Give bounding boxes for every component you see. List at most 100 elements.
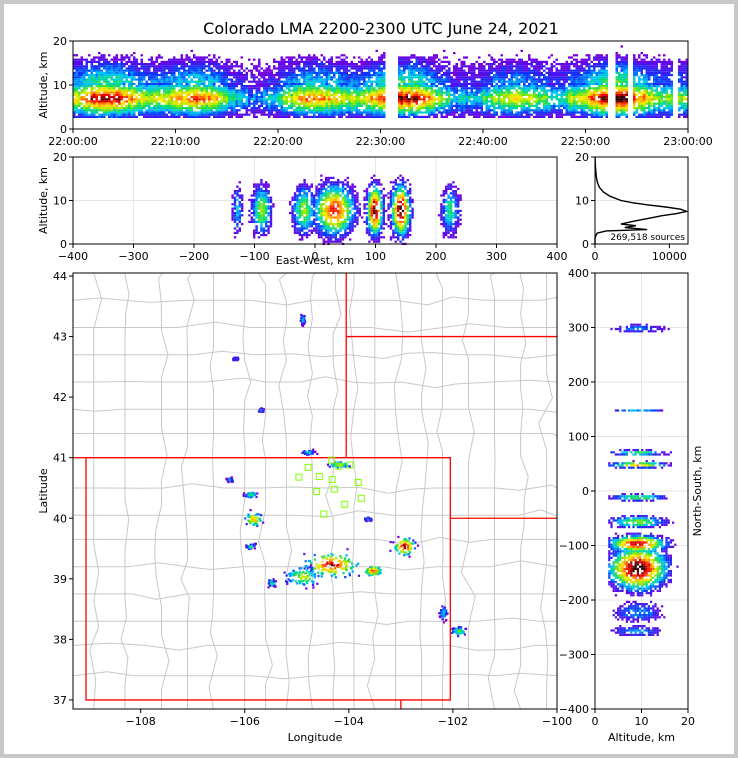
time-height-cell <box>328 115 331 118</box>
time-height-cell <box>445 78 448 81</box>
time-height-cell <box>478 65 481 68</box>
time-height-cell <box>570 107 573 110</box>
time-height-cell <box>178 58 181 61</box>
time-height-cell <box>525 76 528 79</box>
time-height-cell <box>108 96 111 99</box>
time-height-cell <box>210 111 213 114</box>
time-height-cell <box>350 113 353 116</box>
time-height-cell <box>585 71 588 74</box>
time-height-cell <box>240 76 243 79</box>
time-height-cell <box>330 69 333 72</box>
time-height-cell <box>555 98 558 101</box>
time-height-cell <box>515 89 518 92</box>
time-height-cell <box>428 63 431 66</box>
time-height-cell <box>373 111 376 114</box>
time-height-cell <box>110 82 113 85</box>
time-height-cell <box>528 109 531 112</box>
time-height-cell <box>623 65 626 68</box>
time-height-cell <box>488 111 491 114</box>
time-height-cell <box>565 65 568 68</box>
time-height-cell <box>368 67 371 70</box>
time-height-cell <box>470 96 473 99</box>
time-height-cell <box>555 87 558 90</box>
time-height-cell <box>188 111 191 114</box>
time-height-cell <box>160 63 163 66</box>
time-height-cell <box>205 78 208 81</box>
time-height-cell <box>533 87 536 90</box>
time-height-cell <box>528 74 531 77</box>
time-height-cell <box>580 67 583 70</box>
time-height-cell <box>520 89 523 92</box>
time-height-cell <box>533 69 536 72</box>
time-height-cell <box>300 71 303 74</box>
time-height-cell <box>118 115 121 118</box>
time-height-cell <box>563 89 566 92</box>
time-height-cell <box>288 65 291 68</box>
time-height-cell <box>555 58 558 61</box>
time-height-cell <box>100 109 103 112</box>
time-height-cell <box>133 78 136 81</box>
time-height-cell <box>365 89 368 92</box>
time-height-cell <box>253 80 256 83</box>
time-height-cell <box>408 82 411 85</box>
time-height-cell <box>445 74 448 77</box>
time-height-cell <box>335 107 338 110</box>
time-height-cell <box>173 113 176 116</box>
time-height-cell <box>310 65 313 68</box>
time-height-cell <box>233 85 236 88</box>
time-height-cell <box>543 100 546 103</box>
time-height-cell <box>403 71 406 74</box>
time-height-cell <box>263 113 266 116</box>
time-height-cell <box>228 85 231 88</box>
time-height-cell <box>348 78 351 81</box>
time-height-cell <box>148 74 151 77</box>
time-height-cell <box>255 100 258 103</box>
time-height-cell <box>265 100 268 103</box>
time-height-cell <box>485 69 488 72</box>
time-height-cell <box>288 115 291 118</box>
time-height-cell <box>538 102 541 105</box>
time-height-cell <box>430 102 433 105</box>
time-height-cell <box>570 100 573 103</box>
time-height-cell <box>343 111 346 114</box>
time-height-cell <box>590 96 593 99</box>
time-height-cell <box>118 111 121 114</box>
time-height-cell <box>228 100 231 103</box>
time-height-cell <box>448 113 451 116</box>
time-height-cell <box>105 65 108 68</box>
time-height-cell <box>495 71 498 74</box>
time-height-cell <box>483 82 486 85</box>
time-height-cell <box>600 54 603 57</box>
time-height-cell <box>183 107 186 110</box>
time-height-cell <box>338 78 341 81</box>
time-height-cell <box>248 113 251 116</box>
time-height-cell <box>245 78 248 81</box>
time-height-cell <box>200 109 203 112</box>
time-height-cell <box>320 109 323 112</box>
time-height-cell <box>420 58 423 61</box>
time-height-cell <box>333 91 336 94</box>
time-height-cell <box>330 65 333 68</box>
time-height-cell <box>308 76 311 79</box>
time-height-cell <box>80 65 83 68</box>
time-height-cell <box>338 63 341 66</box>
time-height-cell <box>278 96 281 99</box>
time-height-cell <box>193 91 196 94</box>
time-height-cell <box>513 74 516 77</box>
time-height-cell <box>525 113 528 116</box>
time-height-cell <box>158 69 161 72</box>
time-height-cell <box>170 100 173 103</box>
time-height-cell <box>518 96 521 99</box>
time-height-cell <box>410 111 413 114</box>
time-height-cell <box>93 96 96 99</box>
time-height-cell <box>370 100 373 103</box>
time-height-cell <box>100 89 103 92</box>
time-height-cell <box>140 74 143 77</box>
time-height-cell <box>568 67 571 70</box>
time-height-cell <box>378 65 381 68</box>
time-height-cell <box>120 109 123 112</box>
time-height-cell <box>340 67 343 70</box>
time-height-cell <box>188 102 191 105</box>
time-height-cell <box>510 65 513 68</box>
time-height-cell <box>198 60 201 63</box>
